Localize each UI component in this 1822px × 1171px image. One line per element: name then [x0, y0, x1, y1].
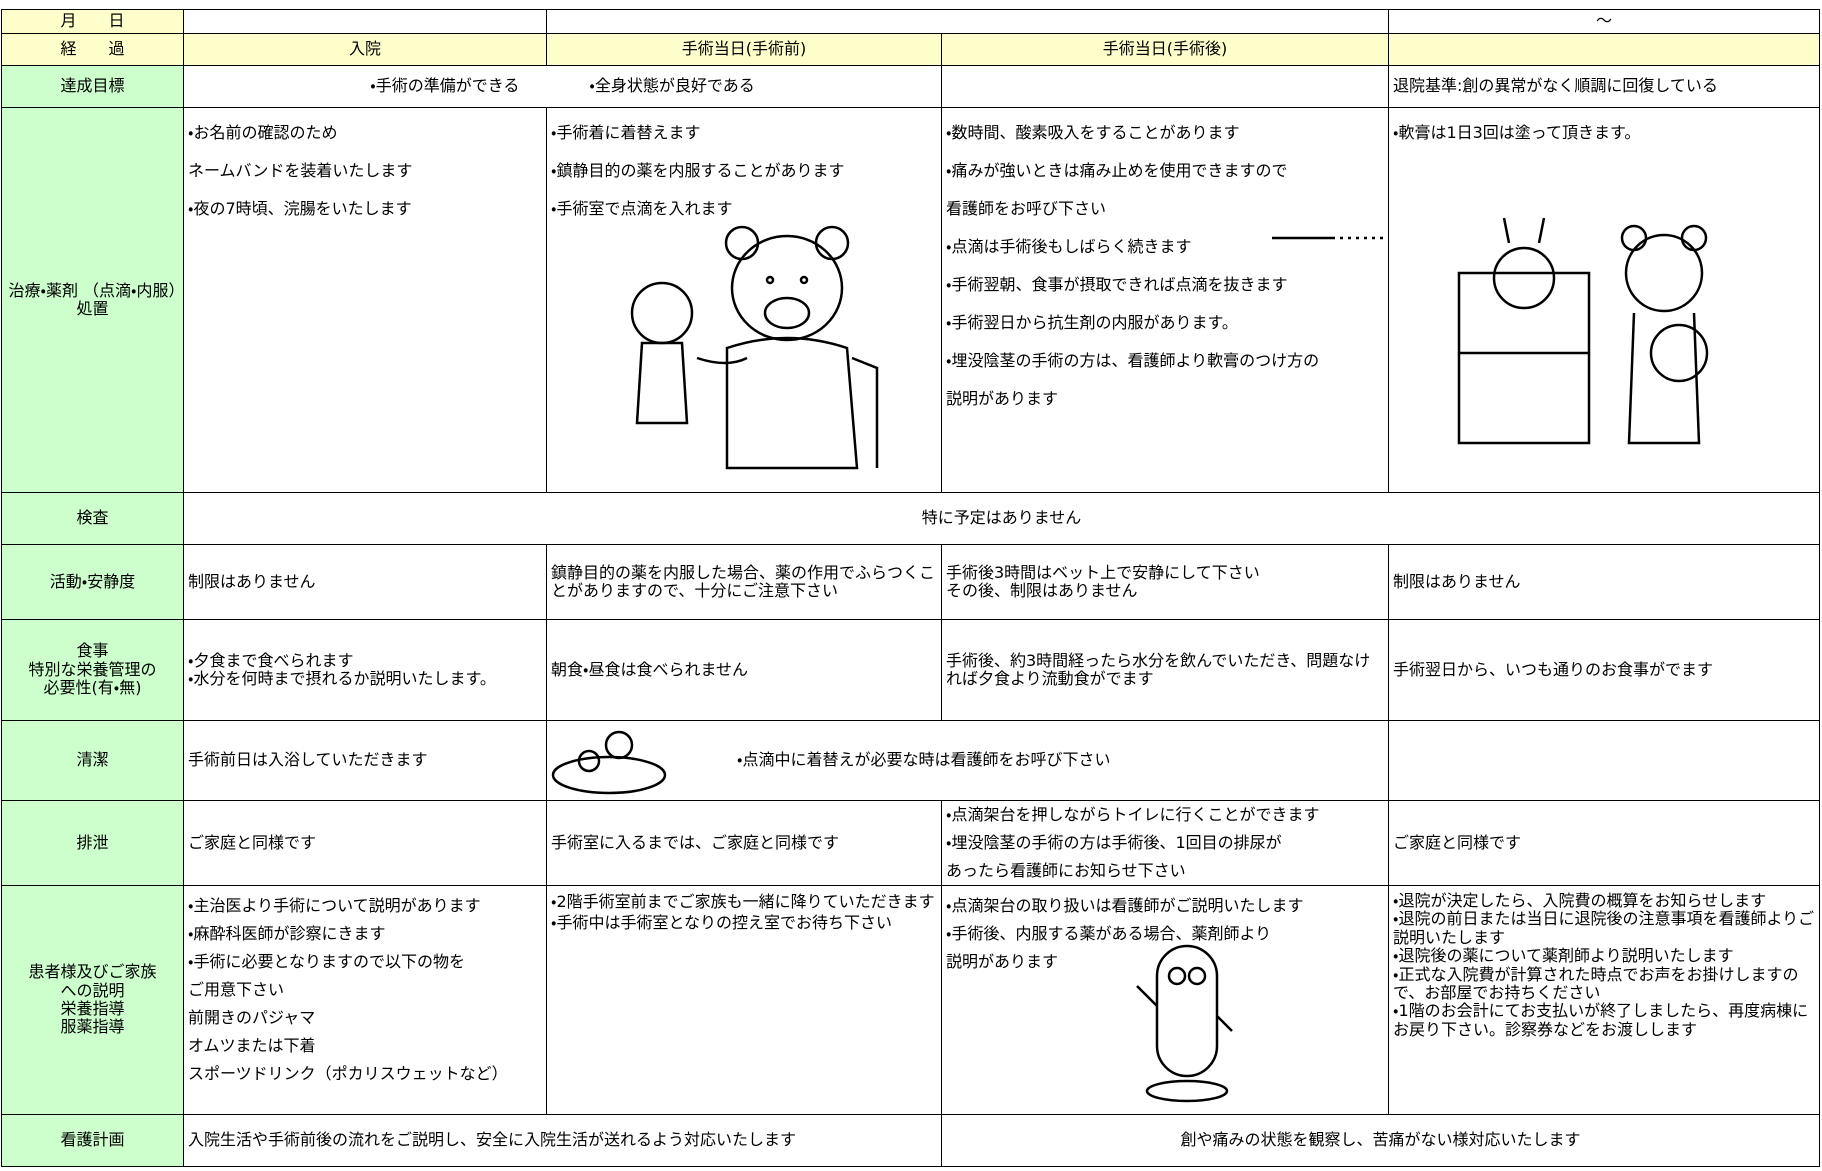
text-line: ご家庭と同様です [1393, 832, 1522, 852]
column-header: 手術当日(手術前) [546, 33, 942, 66]
text-line: ご家庭と同様です [188, 832, 317, 852]
progress-label: 経 過 [1, 33, 184, 66]
text-line: ・退院後の薬について薬剤師より説明いたします [1393, 946, 1734, 966]
text-line: ・手術着に着替えます [551, 123, 701, 142]
text-line: ・手術後、内服する薬がある場合、薬剤師より [946, 924, 1272, 943]
text-line: 食事 [76, 641, 109, 661]
date-label: 月 日 [1, 9, 184, 34]
text-line: 患者様及びご家族 [28, 962, 157, 982]
column-header: 手術当日(手術後) [941, 33, 1389, 66]
text-line: ・お名前の確認のため [188, 123, 338, 142]
text-line: ・痛みが強いときは痛み止めを使用できますので [946, 161, 1288, 180]
text-line: ・埋没陰茎の手術の方は、看護師より軟膏のつけ方の [946, 351, 1320, 370]
text-line: への説明 [60, 980, 125, 1000]
goal: 退院基準:創の異常がなく順調に回復している [1388, 65, 1820, 108]
text-line: ・主治医より手術について説明があります [188, 896, 481, 915]
text-line: 創や痛みの状態を観察し、苦痛がない様対応いたします [1180, 1130, 1581, 1150]
text-line: ・軟膏は1日3回は塗って頂きます。 [1393, 123, 1641, 142]
text-line: 説明があります [946, 952, 1059, 971]
text-line: ・埋没陰茎の手術の方は手術後、1回目の排尿が [946, 833, 1282, 852]
goal: ・手術の準備ができる [370, 76, 520, 96]
text-line: ご用意下さい [188, 980, 285, 999]
text-line: 入院生活や手術前後の流れをご説明し、安全に入院生活が送れるよう対応いたします [188, 1130, 797, 1150]
text-line: 手術前日は入浴していただきます [188, 750, 428, 770]
text-line: ・点滴架台を押しながらトイレに行くことができます [946, 805, 1320, 824]
row-label: 排泄 [1, 800, 184, 886]
text-line: 必要性(有・無) [43, 678, 142, 698]
goal: ・全身状態が良好である [589, 76, 755, 96]
cell-text: 特に予定はありません [183, 492, 1820, 545]
text-line: ・鎮静目的の薬を内服することがあります [551, 161, 845, 180]
text-line: 手術室に入るまでは、ご家庭と同様です [551, 832, 840, 852]
text-line: 朝食・昼食は食べられません [551, 659, 748, 679]
row-label: 看護計画 [1, 1114, 184, 1167]
text-line: ・2階手術室前までご家族も一緒に降りていただきます [551, 892, 935, 911]
text-line: ・手術に必要となりますので以下の物を [188, 952, 465, 971]
text-line: ・麻酔科医師が診察にきます [188, 924, 386, 943]
text-line: 前開きのパジャマ [188, 1008, 316, 1027]
row-label: 検査 [1, 492, 184, 545]
text-line: ・夜の7時頃、浣腸をいたします [188, 199, 412, 218]
illustration [1457, 217, 1709, 445]
text-line: ・1階のお会計にてお支払いが終了しましたら、再度病棟にお戻り下さい。診察券などを… [1393, 1001, 1809, 1039]
text-line: ネームバンドを装着いたします [188, 161, 413, 180]
text-line: 手術翌日から、いつも通りのお食事がでます [1393, 659, 1714, 679]
text-line: 看護師をお呼び下さい [946, 199, 1107, 218]
text-line: ・手術翌日から抗生剤の内服があります。 [946, 313, 1238, 332]
pathway-table: 月 日 ～ 経 過 入院 手術当日(手術前) 手術当日(手術後) 達成目標 ・手… [1, 9, 1820, 1167]
row-label: 治療・薬剤 （点滴・内服）処置 [1, 107, 184, 493]
text-line: 手術後3時間はベット上で安静にして下さい [946, 562, 1260, 582]
text-line: 特別な栄養管理の [28, 659, 157, 679]
text-line: 説明があります [946, 389, 1059, 408]
text-line: ・水分を何時まで摂れるか説明いたします。 [188, 669, 496, 688]
illustration [630, 225, 879, 470]
text-line: ・点滴架台の取り扱いは看護師がご説明いたします [946, 896, 1304, 915]
text-line: ・手術中は手術室となりの控え室でお待ち下さい [551, 912, 892, 932]
text-line: あったら看護師にお知らせ下さい [946, 861, 1186, 880]
text-line: その後、制限はありません [946, 581, 1138, 600]
text-line: 服薬指導 [60, 1017, 125, 1037]
text-line: ・数時間、酸素吸入をすることがあります [946, 123, 1240, 142]
text-line: ・退院が決定したら、入院費の概算をお知らせします [1393, 891, 1767, 910]
text-line: 栄養指導 [60, 999, 125, 1018]
text-line: 制限はありません [188, 571, 316, 591]
illustration [551, 730, 667, 795]
illustration [1136, 944, 1233, 1103]
text-line: 制限はありません [1393, 571, 1521, 591]
arrow [1272, 236, 1388, 240]
text-line: ・点滴中に着替えが必要な時は看護師をお呼び下さい [737, 750, 1111, 770]
row-label: 活動・安静度 [1, 544, 184, 620]
row-label: 達成目標 [1, 65, 184, 108]
text-line: 鎮静目的の薬を内服した場合、薬の作用でふらつくことがありますので、十分にご注意下… [551, 562, 936, 600]
column-header: 入院 [183, 33, 547, 66]
text-line: ・点滴は手術後もしばらく続きます [946, 237, 1192, 256]
text-line: ・手術翌朝、食事が摂取できれば点滴を抜きます [946, 275, 1288, 294]
text-line: スポーツドリンク（ポカリスウェットなど） [188, 1064, 508, 1083]
text-line: ・退院の前日または当日に退院後の注意事項を看護師よりご説明いたします [1393, 909, 1815, 947]
text-line: ・正式な入院費が計算された時点でお声をお掛けしますので、お部屋でお持ちください [1393, 964, 1799, 1002]
tilde: ～ [1388, 9, 1820, 34]
text-line: 手術後、約3時間経ったら水分を飲んでいただき、問題なければ夕食より流動食がでます [946, 650, 1371, 688]
row-label: 清潔 [1, 720, 184, 801]
text-line: ・夕食まで食べられます [188, 650, 354, 670]
text-line: ・手術室で点滴を入れます [551, 199, 733, 218]
text-line: オムツまたは下着 [188, 1036, 316, 1055]
